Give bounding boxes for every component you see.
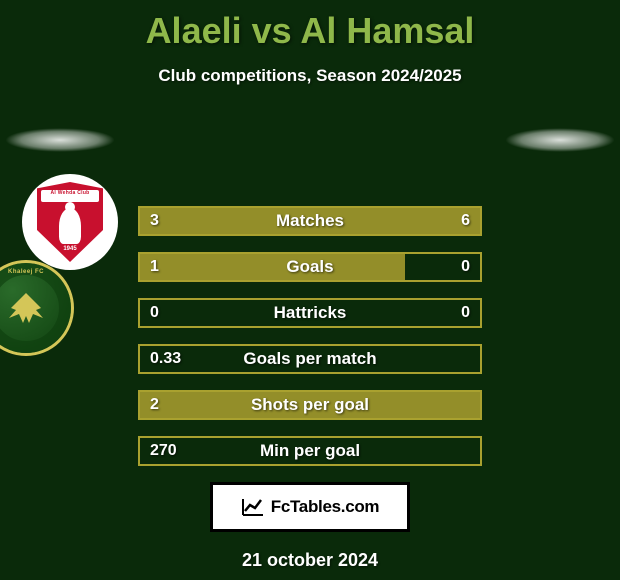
stat-value-right: 0 [461, 258, 470, 276]
stat-row: 2 Shots per goal [138, 390, 482, 420]
stat-label: Hattricks [274, 303, 347, 323]
stat-label: Matches [276, 211, 344, 231]
logo-shadow-left [5, 128, 115, 152]
team-right-ring [0, 263, 71, 353]
footer-date: 21 october 2024 [0, 550, 620, 571]
team-left-year: 1945 [63, 246, 76, 252]
brand-badge[interactable]: FcTables.com [210, 482, 410, 532]
stat-row: 0 0 Hattricks [138, 298, 482, 328]
stat-value-left: 1 [150, 258, 159, 276]
player1-name: Alaeli [146, 10, 242, 51]
chart-icon [241, 497, 265, 517]
brand-text: FcTables.com [271, 497, 380, 517]
logo-shadow-right [505, 128, 615, 152]
team-left-figure-icon [59, 208, 81, 244]
stat-value-right: 6 [461, 212, 470, 230]
team-left-logo: Al Wehda Club 1945 [22, 174, 118, 270]
stat-row: 270 Min per goal [138, 436, 482, 466]
team-left-shield: Al Wehda Club 1945 [37, 182, 103, 262]
stats-container: 3 6 Matches 1 0 Goals 0 0 Hattricks 0.33 Goals per… [138, 206, 482, 466]
stat-label: Goals per match [243, 349, 376, 369]
title-vs: vs [252, 10, 301, 51]
stat-label: Goals [286, 257, 333, 277]
stat-row: 3 6 Matches [138, 206, 482, 236]
stat-value-left: 0.33 [150, 350, 181, 368]
stat-value-right: 0 [461, 304, 470, 322]
stat-value-left: 0 [150, 304, 159, 322]
page-title: Alaeli vs Al Hamsal [0, 0, 620, 52]
stat-value-left: 3 [150, 212, 159, 230]
stat-value-left: 2 [150, 396, 159, 414]
stat-label: Min per goal [260, 441, 360, 461]
stat-row: 1 0 Goals [138, 252, 482, 282]
team-right-name-label: Khaleej FC [8, 269, 44, 275]
stat-value-left: 270 [150, 442, 177, 460]
team-left-name-label: Al Wehda Club [50, 190, 89, 196]
subtitle: Club competitions, Season 2024/2025 [0, 66, 620, 86]
player2-name: Al Hamsal [300, 10, 474, 51]
stat-row: 0.33 Goals per match [138, 344, 482, 374]
stat-label: Shots per goal [251, 395, 369, 415]
stat-fill-left [140, 254, 405, 280]
team-right-logo: Khaleej FC [0, 260, 74, 356]
